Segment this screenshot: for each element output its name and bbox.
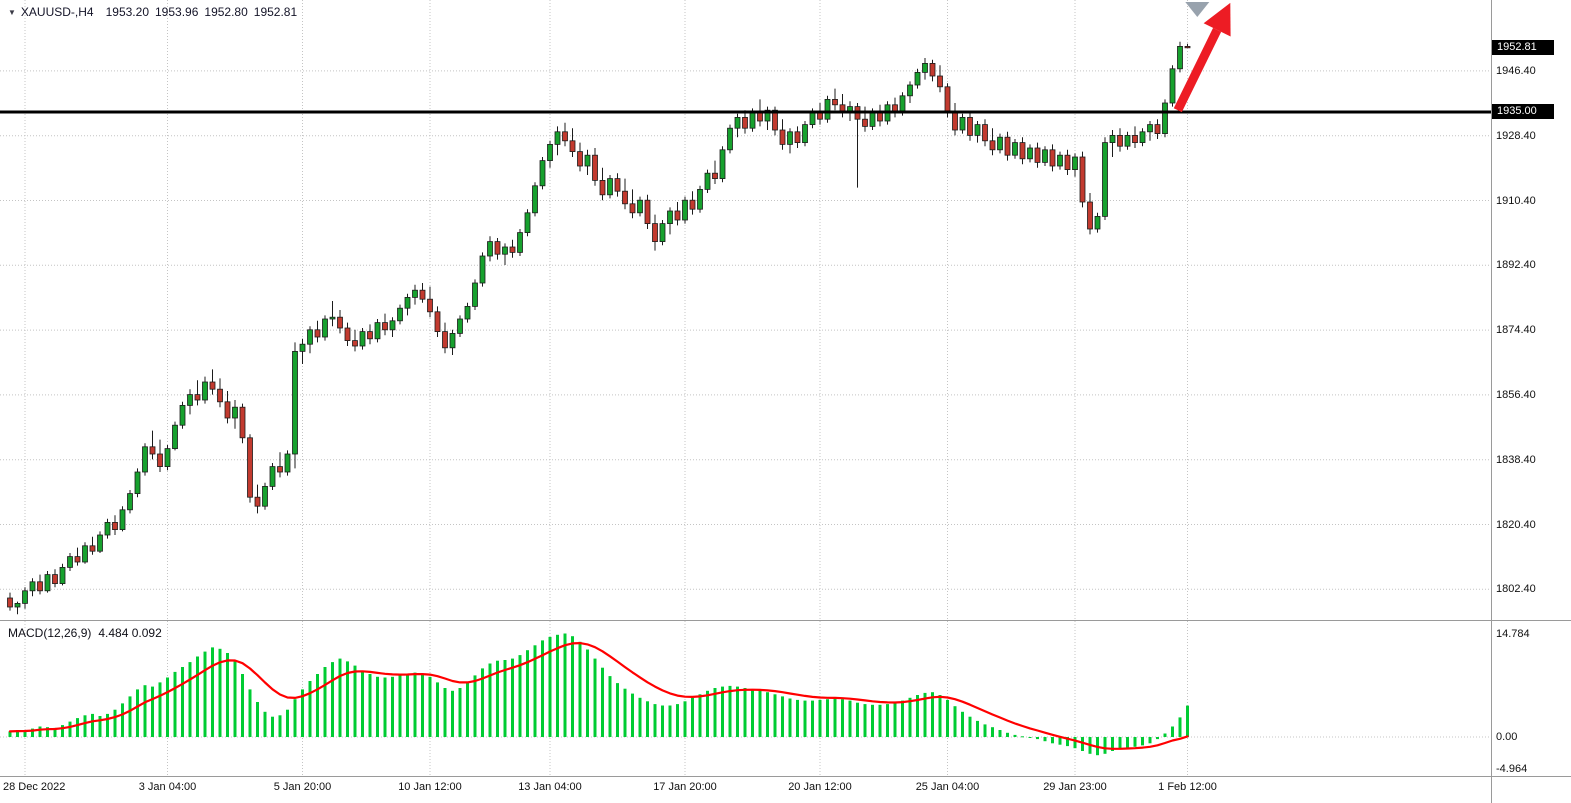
current-price-badge: 1952.81 — [1492, 39, 1554, 55]
price-axis-label: 1910.40 — [1496, 194, 1536, 207]
ohlc-low-value: 1952.80 — [204, 5, 248, 19]
time-axis-label: 10 Jan 12:00 — [398, 781, 462, 793]
symbol-ohlc-header: ▼ XAUUSD-,H4 1953.20 1953.96 1952.80 195… — [8, 5, 297, 19]
price-axis-label: 1838.40 — [1496, 453, 1536, 466]
ohlc-close-value: 1952.81 — [253, 5, 298, 19]
trend-arrow-annotation[interactable] — [1173, 2, 1231, 113]
macd-histogram-layer — [8, 633, 1189, 756]
price-axis-label: 1946.40 — [1496, 64, 1536, 77]
time-axis-label: 28 Dec 2022 — [3, 781, 66, 793]
price-axis-label: 1802.40 — [1496, 583, 1536, 596]
grid-layer — [0, 0, 1491, 776]
symbol-timeframe-label: XAUUSD-,H4 — [20, 5, 94, 19]
macd-name-label: MACD(12,26,9) — [8, 626, 92, 640]
price-axis-label: 1820.40 — [1496, 518, 1536, 531]
ohlc-open-value: 1953.20 — [105, 5, 149, 19]
time-axis-label: 1 Feb 12:00 — [1158, 781, 1217, 793]
macd-indicator-label: MACD(12,26,9) 4.484 0.092 — [8, 626, 162, 640]
price-axis-label: 1874.40 — [1496, 324, 1536, 337]
time-axis-label: 3 Jan 04:00 — [138, 781, 197, 793]
price-axis-label: 1928.40 — [1496, 129, 1536, 142]
symbol-dropdown-icon[interactable]: ▼ — [8, 7, 16, 17]
time-axis-label: 5 Jan 20:00 — [273, 781, 332, 793]
price-axis-label: 1856.40 — [1496, 388, 1536, 401]
time-axis-label: 13 Jan 04:00 — [518, 781, 582, 793]
candles-layer — [7, 41, 1191, 615]
time-axis-label: 29 Jan 23:00 — [1043, 781, 1107, 793]
macd-signal-line — [8, 641, 1189, 750]
arrow-head-icon — [1203, 2, 1231, 37]
gray-triangle-icon — [1185, 2, 1210, 17]
macd-values-label: 4.484 0.092 — [98, 626, 162, 640]
level-price-badge: 1935.00 — [1492, 104, 1554, 119]
time-axis-label: 20 Jan 12:00 — [788, 781, 852, 793]
ohlc-high-value: 1953.96 — [155, 5, 199, 19]
price-axis-label: 1892.40 — [1496, 259, 1536, 272]
time-axis-label: 17 Jan 20:00 — [653, 781, 717, 793]
panel-splitter[interactable] — [0, 618, 1491, 623]
time-axis-label: 25 Jan 04:00 — [915, 781, 980, 793]
